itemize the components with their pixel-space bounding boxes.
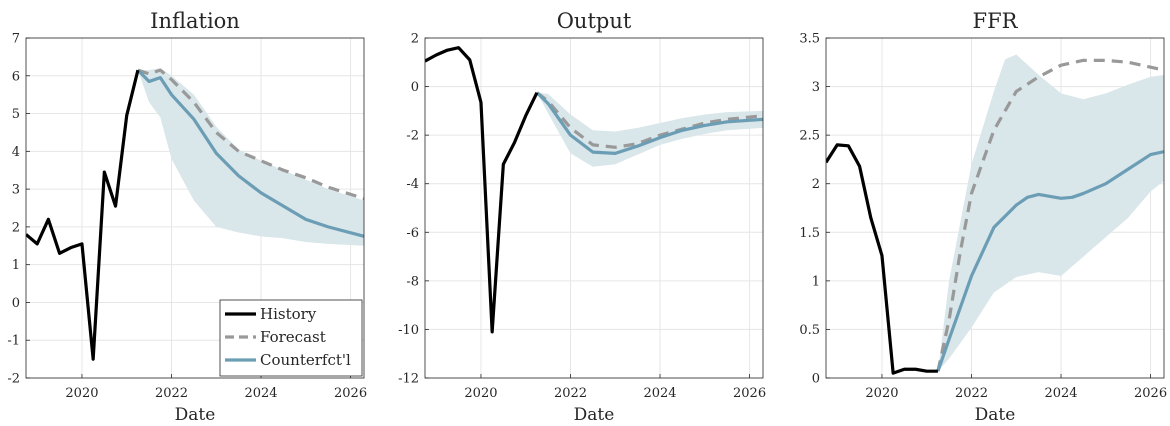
x-tick-label: 2022 <box>955 386 988 401</box>
x-tick-label: 2026 <box>1134 386 1167 401</box>
x-tick-label: 2020 <box>865 386 898 401</box>
y-tick-label: 2 <box>411 32 419 47</box>
y-tick-label: -12 <box>398 372 419 387</box>
counterfactual-line <box>936 150 1164 372</box>
confidence-band <box>536 92 763 167</box>
x-tick-label: 2026 <box>733 386 766 401</box>
panel-title: Inflation <box>150 9 240 33</box>
history-line <box>26 69 140 361</box>
y-tick-label: 2 <box>812 177 820 192</box>
y-tick-label: 3 <box>12 183 20 198</box>
history-line <box>826 143 938 375</box>
legend-item-history: History <box>225 305 317 323</box>
legend-item-forecast: Forecast <box>225 328 326 346</box>
counterfactual-line <box>535 91 763 155</box>
y-tick-label: -8 <box>406 274 419 289</box>
y-tick-label: 2.5 <box>799 129 820 144</box>
forecast-line <box>936 58 1164 372</box>
legend-item-counterfactual: Counterfct'l <box>225 351 351 369</box>
y-tick-label: 0 <box>411 80 419 95</box>
x-tick-label: 2026 <box>334 386 367 401</box>
legend-label: Counterfct'l <box>260 351 351 369</box>
legend-label: Forecast <box>260 328 326 346</box>
y-tick-label: 6 <box>12 69 20 84</box>
y-tick-label: 3.5 <box>799 32 820 47</box>
gridlines <box>425 37 763 379</box>
history-line <box>425 46 539 334</box>
x-tick-label: 2024 <box>244 386 277 401</box>
x-tick-label: 2024 <box>643 386 676 401</box>
plot-frame <box>825 37 1165 379</box>
y-tick-label: 0.5 <box>799 323 820 338</box>
plot-frame <box>25 37 365 379</box>
x-axis-label: Date <box>975 405 1016 425</box>
y-tick-label: -10 <box>398 323 419 338</box>
forecast-line <box>137 68 364 201</box>
confidence-band <box>937 54 1164 372</box>
ticks: 2020 2022 2024 2026 -12 -10 -8 -6 -4 -2 0 2 <box>398 32 766 402</box>
x-tick-label: 2024 <box>1044 386 1077 401</box>
y-tick-label: 0 <box>812 372 820 387</box>
ticks: 2020 2022 2024 2026 -2 -1 0 1 2 3 4 5 6 7 <box>7 32 367 402</box>
y-tick-label: 1 <box>812 274 820 289</box>
plot-frame <box>424 37 764 379</box>
y-tick-label: -4 <box>406 177 419 192</box>
ffr-panel: FFR Date 2020 2022 2024 2026 0 0.5 1 1.5 2 2.5 3 3.… <box>799 9 1167 425</box>
y-tick-label: -6 <box>406 226 419 241</box>
legend-label: History <box>260 305 317 323</box>
y-tick-label: 1 <box>12 258 20 273</box>
x-axis-label: Date <box>175 405 216 425</box>
y-tick-label: 3 <box>812 80 820 95</box>
x-axis-label: Date <box>574 405 615 425</box>
x-tick-label: 2020 <box>65 386 98 401</box>
y-tick-label: 1.5 <box>799 226 820 241</box>
panel-title: FFR <box>973 9 1019 33</box>
y-tick-label: -2 <box>406 129 419 144</box>
counterfactual-line <box>136 68 364 238</box>
y-tick-label: 5 <box>12 107 20 122</box>
y-tick-label: 4 <box>12 145 20 160</box>
y-tick-label: 2 <box>12 220 20 235</box>
inflation-panel: Inflation Date 2020 2022 2024 2026 -2 -1 0 1 2 3 4… <box>7 9 367 425</box>
x-tick-label: 2020 <box>464 386 497 401</box>
legend: History Forecast Counterfct'l <box>219 299 363 377</box>
panel-title: Output <box>557 9 632 33</box>
forecast-line <box>535 91 763 149</box>
y-tick-label: -2 <box>7 372 20 387</box>
y-tick-label: -1 <box>7 334 20 349</box>
ticks: 2020 2022 2024 2026 0 0.5 1 1.5 2 2.5 3 3.5 <box>799 32 1167 402</box>
x-tick-label: 2022 <box>554 386 587 401</box>
y-tick-label: 0 <box>12 296 20 311</box>
output-panel: Output Date 2020 2022 2024 2026 -12 -10 -8 -6 -4… <box>398 9 766 425</box>
x-tick-label: 2022 <box>155 386 188 401</box>
y-tick-label: 7 <box>12 32 20 47</box>
